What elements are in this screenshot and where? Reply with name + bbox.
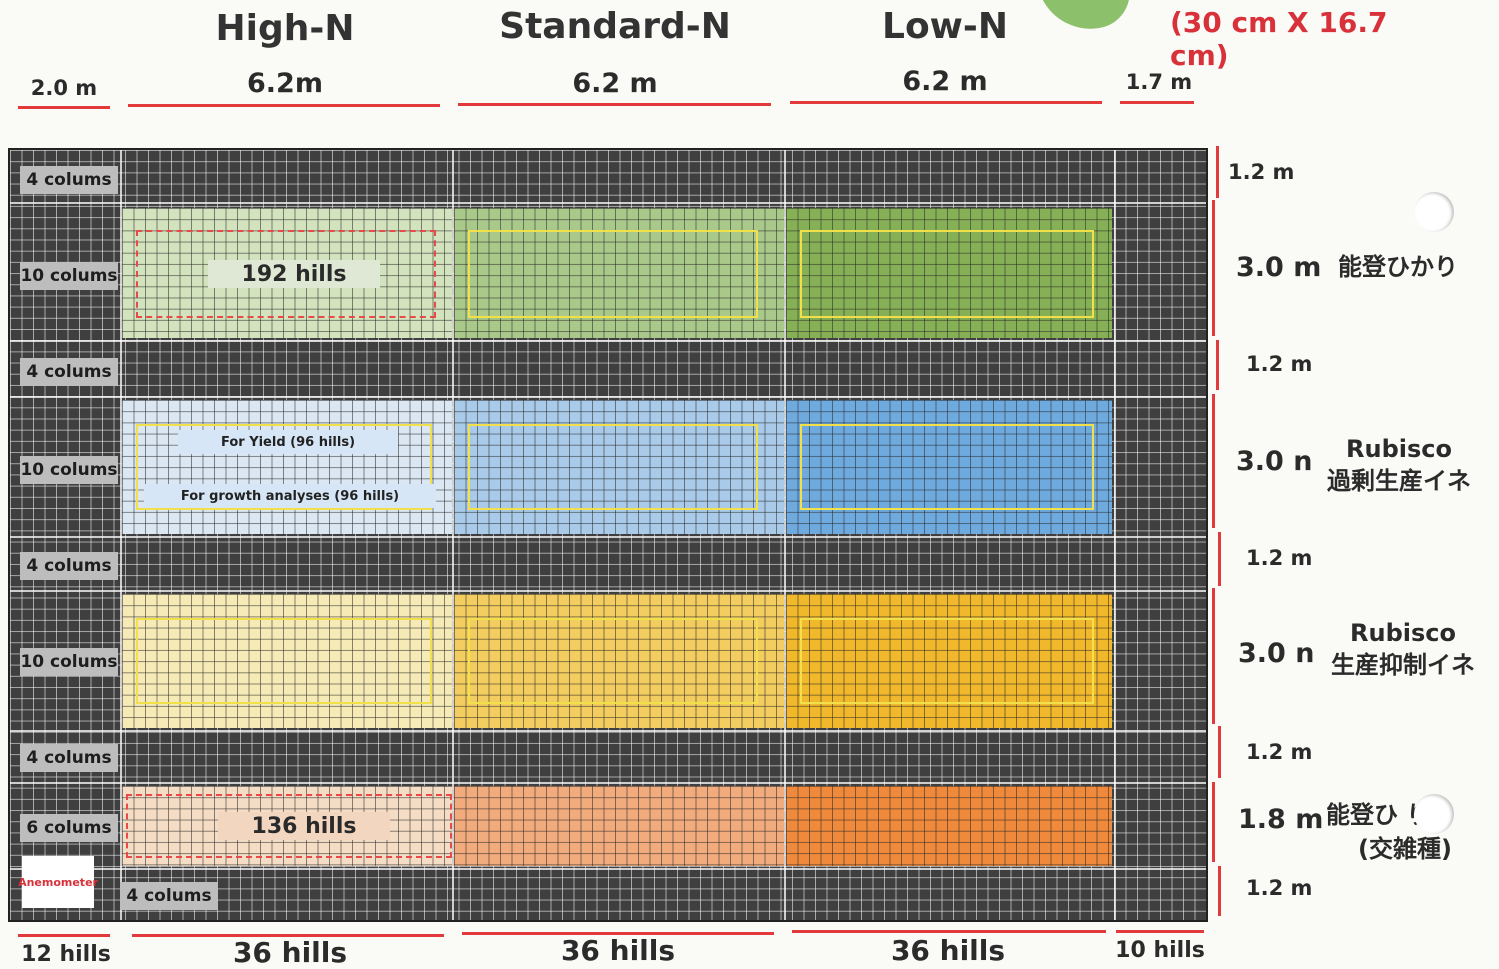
width-label-standard-n: 6.2 m xyxy=(572,68,658,99)
leaf-decoration xyxy=(1034,0,1136,38)
plot-box xyxy=(800,230,1094,318)
plot-box xyxy=(468,230,758,318)
footer-line xyxy=(462,932,774,935)
width-line-border-left xyxy=(18,106,110,109)
width-label-border-left: 2.0 m xyxy=(30,76,98,100)
width-label-border-right: 1.7 m xyxy=(1125,70,1193,94)
height-label: 1.2 m xyxy=(1246,876,1313,900)
plot-box xyxy=(468,424,758,510)
height-label: 1.2 m xyxy=(1228,160,1295,184)
hills-count-label: 12 hills xyxy=(21,942,111,967)
variety-label: Rubisco xyxy=(1346,435,1452,463)
column-count-label: 4 colums xyxy=(20,744,118,772)
footer-line xyxy=(792,930,1106,933)
footer-line xyxy=(18,934,110,937)
column-count-label: 4 colums xyxy=(20,166,118,194)
hills-count-label: 36 hills xyxy=(232,936,348,969)
plot-label-136-hills: 136 hills xyxy=(218,812,390,840)
width-label-high-n: 6.2m xyxy=(247,68,323,99)
sampling-area-box xyxy=(136,230,436,318)
width-label-low-n: 6.2 m xyxy=(902,66,988,97)
label-for-growth-analyses: For growth analyses (96 hills) xyxy=(144,484,436,508)
band-notohikari: 192 hills xyxy=(122,208,1112,338)
punch-hole xyxy=(1414,794,1454,834)
header-standard-n: Standard-N xyxy=(499,6,731,47)
column-count-label: 4 colums xyxy=(20,552,118,580)
column-count-label: 4 colums xyxy=(120,882,218,910)
height-marker xyxy=(1212,782,1215,862)
spacing-note: (30 cm X 16.7 cm) xyxy=(1170,6,1388,72)
variety-label: Rubisco xyxy=(1350,619,1456,647)
variety-label: (交雑種) xyxy=(1358,835,1452,863)
height-marker xyxy=(1212,394,1215,528)
hills-count-label: 36 hills xyxy=(890,934,1006,967)
band-rubisco-suppressed xyxy=(122,594,1112,728)
height-label: 3.0 n xyxy=(1236,446,1313,477)
variety-label: 生産抑制イネ xyxy=(1331,651,1475,679)
height-marker xyxy=(1216,340,1219,390)
variety-label: 能登ひ り xyxy=(1326,801,1431,829)
anemometer-label: Anemometer xyxy=(18,856,98,908)
column-count-label: 10 colums xyxy=(20,262,118,290)
footer-line xyxy=(1116,930,1204,933)
height-label: 3.0 n xyxy=(1238,638,1315,669)
width-line-low-n xyxy=(790,101,1102,104)
header-high-n: High-N xyxy=(215,8,355,49)
height-marker xyxy=(1212,588,1215,724)
sampling-area-box xyxy=(126,794,452,858)
height-label: 1.8 m xyxy=(1238,804,1324,835)
height-marker xyxy=(1216,146,1219,198)
footer-line xyxy=(132,934,444,937)
band-notohikari-hybrid: 136 hills xyxy=(122,786,1112,866)
width-line-standard-n xyxy=(458,103,771,106)
header-low-n: Low-N xyxy=(882,6,1008,47)
height-marker xyxy=(1218,532,1221,586)
height-marker xyxy=(1212,200,1215,336)
plot-box xyxy=(136,618,432,704)
band-rubisco-over: For Yield (96 hills) For growth analyses… xyxy=(122,400,1112,534)
hills-count-label: 36 hills xyxy=(560,934,676,967)
plot-box xyxy=(800,618,1094,704)
label-for-yield: For Yield (96 hills) xyxy=(178,430,398,454)
field-plan: 192 hills For Yield (96 hills) For growt… xyxy=(8,148,1208,922)
hills-count-label: 10 hills xyxy=(1115,938,1205,963)
width-line-border-right xyxy=(1120,101,1194,104)
plot-label-192-hills: 192 hills xyxy=(208,260,380,288)
column-count-label: 10 colums xyxy=(20,648,118,676)
height-marker xyxy=(1218,726,1221,778)
height-label: 3.0 m xyxy=(1236,252,1322,283)
height-marker xyxy=(1218,866,1221,916)
punch-hole xyxy=(1414,192,1454,232)
variety-label: 過剰生産イネ xyxy=(1327,467,1471,495)
plot-box xyxy=(800,424,1094,510)
variety-label: 能登ひかり xyxy=(1338,253,1458,281)
plot-box xyxy=(136,424,432,510)
column-count-label: 10 colums xyxy=(20,456,118,484)
height-label: 1.2 m xyxy=(1246,740,1313,764)
plot-box xyxy=(468,618,758,704)
width-line-high-n xyxy=(128,104,440,107)
column-count-label: 4 colums xyxy=(20,358,118,386)
column-count-label: 6 colums xyxy=(20,814,118,842)
height-label: 1.2 m xyxy=(1246,546,1313,570)
height-label: 1.2 m xyxy=(1246,352,1313,376)
